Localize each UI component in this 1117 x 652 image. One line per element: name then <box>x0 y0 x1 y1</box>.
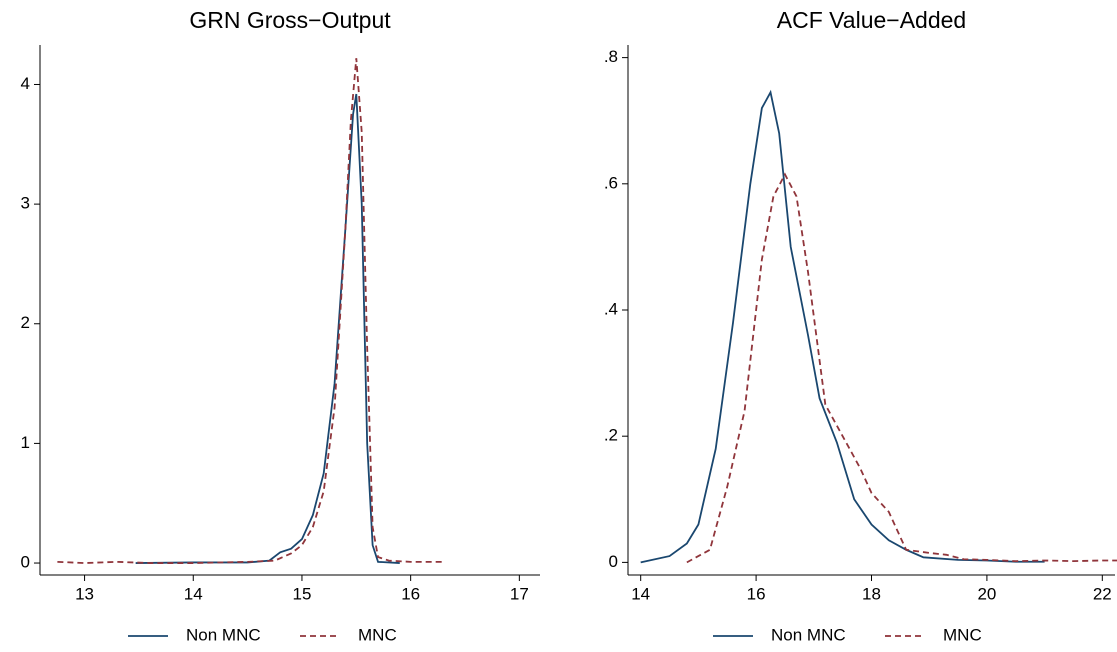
x-tick-label: 16 <box>401 584 420 603</box>
density-line <box>57 58 444 564</box>
y-tick-label: 4 <box>21 74 30 93</box>
y-tick-label: 0 <box>21 553 30 572</box>
x-tick-label: 18 <box>862 584 881 603</box>
x-tick-label: 13 <box>75 584 94 603</box>
y-tick-label: .4 <box>604 299 618 318</box>
x-tick-label: 14 <box>631 584 650 603</box>
legend-label: MNC <box>943 625 982 644</box>
y-tick-label: 2 <box>21 313 30 332</box>
density-line <box>640 89 1045 564</box>
legend-label: Non MNC <box>186 625 261 644</box>
y-tick-label: 1 <box>21 433 30 452</box>
chart-title: ACF Value−Added <box>777 7 966 33</box>
density-line <box>135 93 400 564</box>
y-tick-label: .8 <box>604 47 618 66</box>
x-tick-label: 20 <box>977 584 996 603</box>
y-tick-label: 3 <box>21 194 30 213</box>
x-tick-label: 14 <box>184 584 203 603</box>
chart-title: GRN Gross−Output <box>189 7 391 33</box>
legend-label: MNC <box>358 625 397 644</box>
y-tick-label: .6 <box>604 173 618 192</box>
x-tick-label: 22 <box>1093 584 1112 603</box>
y-tick-label: 0 <box>609 552 618 571</box>
y-tick-label: .2 <box>604 426 618 445</box>
x-tick-label: 17 <box>510 584 529 603</box>
legend-label: Non MNC <box>771 625 846 644</box>
x-tick-label: 15 <box>292 584 311 603</box>
x-tick-label: 16 <box>747 584 766 603</box>
density-line <box>686 172 1117 564</box>
